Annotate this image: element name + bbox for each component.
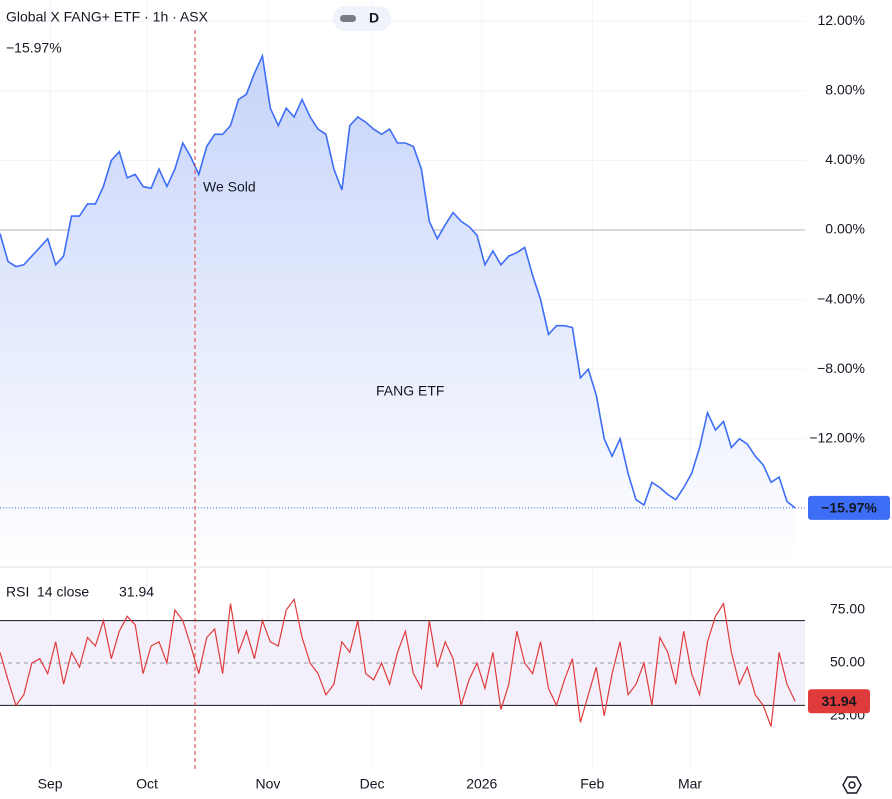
toggle: [340, 15, 356, 22]
x-tick-label: Feb: [580, 776, 604, 792]
annotation: We Sold: [203, 179, 256, 195]
y-tick-label: 50.00: [830, 654, 865, 670]
y-tick-label: −4.00%: [817, 290, 865, 306]
y-tick-label: −12.00%: [809, 430, 865, 446]
x-tick-label: Nov: [255, 776, 280, 792]
y-tick-label: 0.00%: [825, 221, 865, 237]
last-value-badge: [808, 495, 890, 520]
annotation: FANG ETF: [376, 383, 444, 399]
chart-title: Global X FANG+ ETF · 1h · ASX: [6, 9, 209, 25]
last-value-label: −15.97%: [821, 500, 877, 516]
series-line: [0, 597, 796, 727]
y-tick-label: −8.00%: [817, 360, 865, 376]
x-tick-label: Oct: [136, 776, 158, 792]
area-fill: [0, 56, 795, 565]
rsi-params: 14 close: [37, 584, 89, 600]
x-tick-label: 2026: [466, 776, 497, 792]
rsi-value: 31.94: [119, 584, 154, 600]
last-value-badge: [808, 689, 870, 714]
last-value-label: 31.94: [821, 693, 856, 709]
series-line: [0, 53, 796, 509]
x-tick-label: Dec: [360, 776, 385, 792]
y-tick-label: 12.00%: [818, 12, 865, 28]
y-tick-label: 75.00: [830, 601, 865, 617]
badge-bg: [333, 6, 391, 31]
interval-badge: D: [369, 10, 379, 26]
chart-subtitle: −15.97%: [6, 40, 62, 56]
y-tick-label: 4.00%: [825, 151, 865, 167]
settings-icon[interactable]: [842, 776, 862, 794]
rsi-title: RSI: [6, 584, 29, 600]
y-tick-label: 8.00%: [825, 82, 865, 98]
x-tick-label: Sep: [38, 776, 63, 792]
x-tick-label: Mar: [678, 776, 702, 792]
